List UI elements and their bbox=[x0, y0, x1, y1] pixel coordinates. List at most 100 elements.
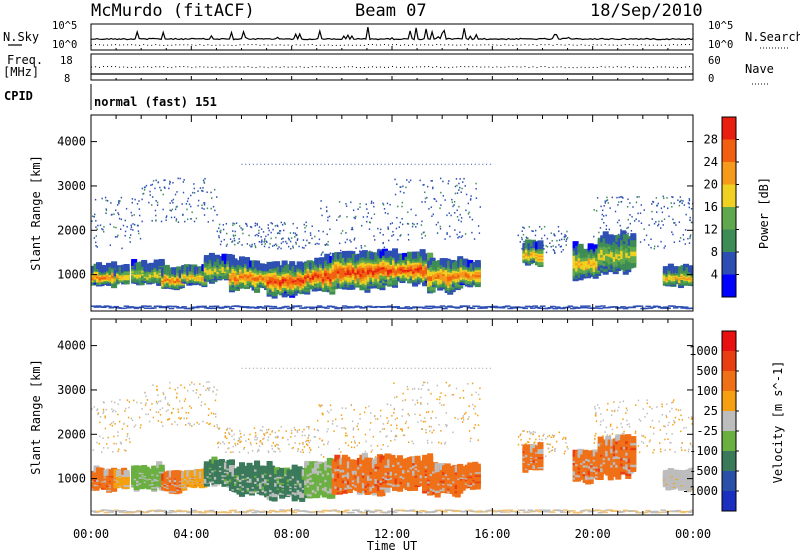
echo-cell bbox=[455, 163, 457, 165]
echo-cell bbox=[97, 413, 99, 416]
echo-cell bbox=[659, 448, 662, 451]
echo-cell bbox=[215, 415, 217, 418]
echo-cell bbox=[195, 389, 198, 391]
echo-cell bbox=[103, 226, 105, 228]
echo-cell bbox=[421, 428, 423, 430]
echo-cell bbox=[123, 423, 125, 425]
echo-cell bbox=[646, 445, 648, 447]
echo-cell bbox=[95, 235, 98, 237]
search-noise-dot bbox=[271, 44, 273, 46]
echo-cell bbox=[610, 423, 612, 426]
search-noise-dot bbox=[179, 44, 181, 46]
echo-cell bbox=[138, 416, 141, 419]
echo-cell bbox=[401, 408, 404, 411]
echo-cell bbox=[254, 307, 260, 309]
echo-cell bbox=[459, 231, 461, 234]
echo-cell bbox=[650, 246, 652, 249]
echo-cell bbox=[370, 412, 372, 414]
echo-cell bbox=[402, 307, 408, 309]
nave-dot bbox=[211, 67, 213, 69]
echo-cell bbox=[101, 306, 107, 309]
echo-cell bbox=[241, 163, 243, 165]
search-noise-dot bbox=[480, 44, 482, 46]
echo-cell bbox=[258, 449, 260, 452]
echo-cell bbox=[266, 429, 268, 431]
echo-cell bbox=[614, 409, 616, 412]
echo-cell bbox=[146, 305, 152, 308]
echo-cell bbox=[260, 236, 262, 238]
echo-cell bbox=[352, 428, 354, 431]
echo-cell bbox=[363, 411, 366, 414]
echo-cell bbox=[234, 442, 236, 445]
echo-cell bbox=[132, 229, 134, 231]
echo-cell bbox=[359, 206, 361, 208]
echo-cell bbox=[371, 449, 374, 451]
echo-cell bbox=[115, 209, 117, 212]
echo-cell bbox=[594, 413, 597, 416]
echo-cell bbox=[440, 392, 442, 394]
echo-cell bbox=[638, 451, 641, 454]
echo-cell bbox=[220, 240, 223, 243]
echo-cell bbox=[607, 402, 609, 405]
echo-cell bbox=[595, 432, 597, 435]
echo-cell bbox=[522, 226, 524, 229]
echo-cell bbox=[248, 438, 250, 441]
search-noise-dot bbox=[680, 44, 682, 46]
nave-dot bbox=[115, 66, 117, 68]
echo-cell bbox=[439, 402, 441, 404]
echo-cell bbox=[689, 219, 691, 222]
echo-cell bbox=[380, 409, 382, 412]
echo-cell bbox=[251, 243, 253, 246]
echo-cell bbox=[620, 306, 626, 308]
search-noise-dot bbox=[327, 44, 329, 46]
echo-cell bbox=[268, 229, 270, 232]
echo-cell bbox=[400, 234, 402, 236]
echo-cell bbox=[368, 228, 371, 231]
echo-cell bbox=[594, 437, 596, 440]
echo-cell bbox=[366, 220, 368, 223]
echo-cell bbox=[545, 251, 548, 254]
echo-cell bbox=[343, 163, 345, 165]
echo-cell bbox=[181, 407, 183, 409]
echo-cell bbox=[320, 454, 322, 456]
echo-cell bbox=[172, 407, 175, 410]
echo-cell bbox=[655, 197, 658, 199]
echo-cell bbox=[635, 201, 638, 204]
echo-cell bbox=[382, 242, 384, 245]
echo-cell bbox=[390, 439, 392, 442]
echo-cell bbox=[427, 388, 429, 391]
echo-cell bbox=[464, 305, 471, 307]
echo-cell bbox=[507, 307, 513, 310]
echo-cell bbox=[238, 451, 241, 453]
power-colorbar-tick-label: 20 bbox=[704, 178, 718, 192]
echo-cell bbox=[206, 422, 208, 424]
echo-cell bbox=[345, 407, 347, 410]
echo-cell bbox=[456, 184, 458, 187]
echo-cell bbox=[416, 401, 419, 404]
echo-cell bbox=[129, 234, 132, 236]
search-noise-dot bbox=[259, 44, 261, 46]
echo-cell bbox=[595, 415, 597, 417]
echo-cell bbox=[641, 440, 643, 443]
echo-cell bbox=[143, 189, 146, 191]
echo-cell bbox=[190, 205, 192, 208]
echo-cell bbox=[133, 399, 135, 402]
nave-dot bbox=[564, 67, 566, 69]
echo-cell bbox=[128, 401, 131, 403]
echo-cell bbox=[672, 196, 674, 199]
echo-cell bbox=[401, 429, 403, 432]
search-noise-dot bbox=[584, 44, 586, 46]
echo-cell bbox=[598, 231, 600, 234]
nave-dot bbox=[484, 66, 486, 68]
echo-cell bbox=[254, 438, 256, 441]
echo-cell bbox=[419, 179, 421, 182]
search-noise-dot bbox=[424, 44, 426, 46]
echo-cell bbox=[213, 425, 216, 427]
search-noise-dot bbox=[267, 44, 269, 46]
echo-cell bbox=[183, 386, 186, 389]
echo-cell bbox=[213, 254, 220, 262]
echo-cell bbox=[242, 232, 244, 235]
search-noise-dot bbox=[420, 44, 422, 46]
echo-cell bbox=[206, 191, 208, 194]
echo-cell bbox=[616, 196, 618, 199]
